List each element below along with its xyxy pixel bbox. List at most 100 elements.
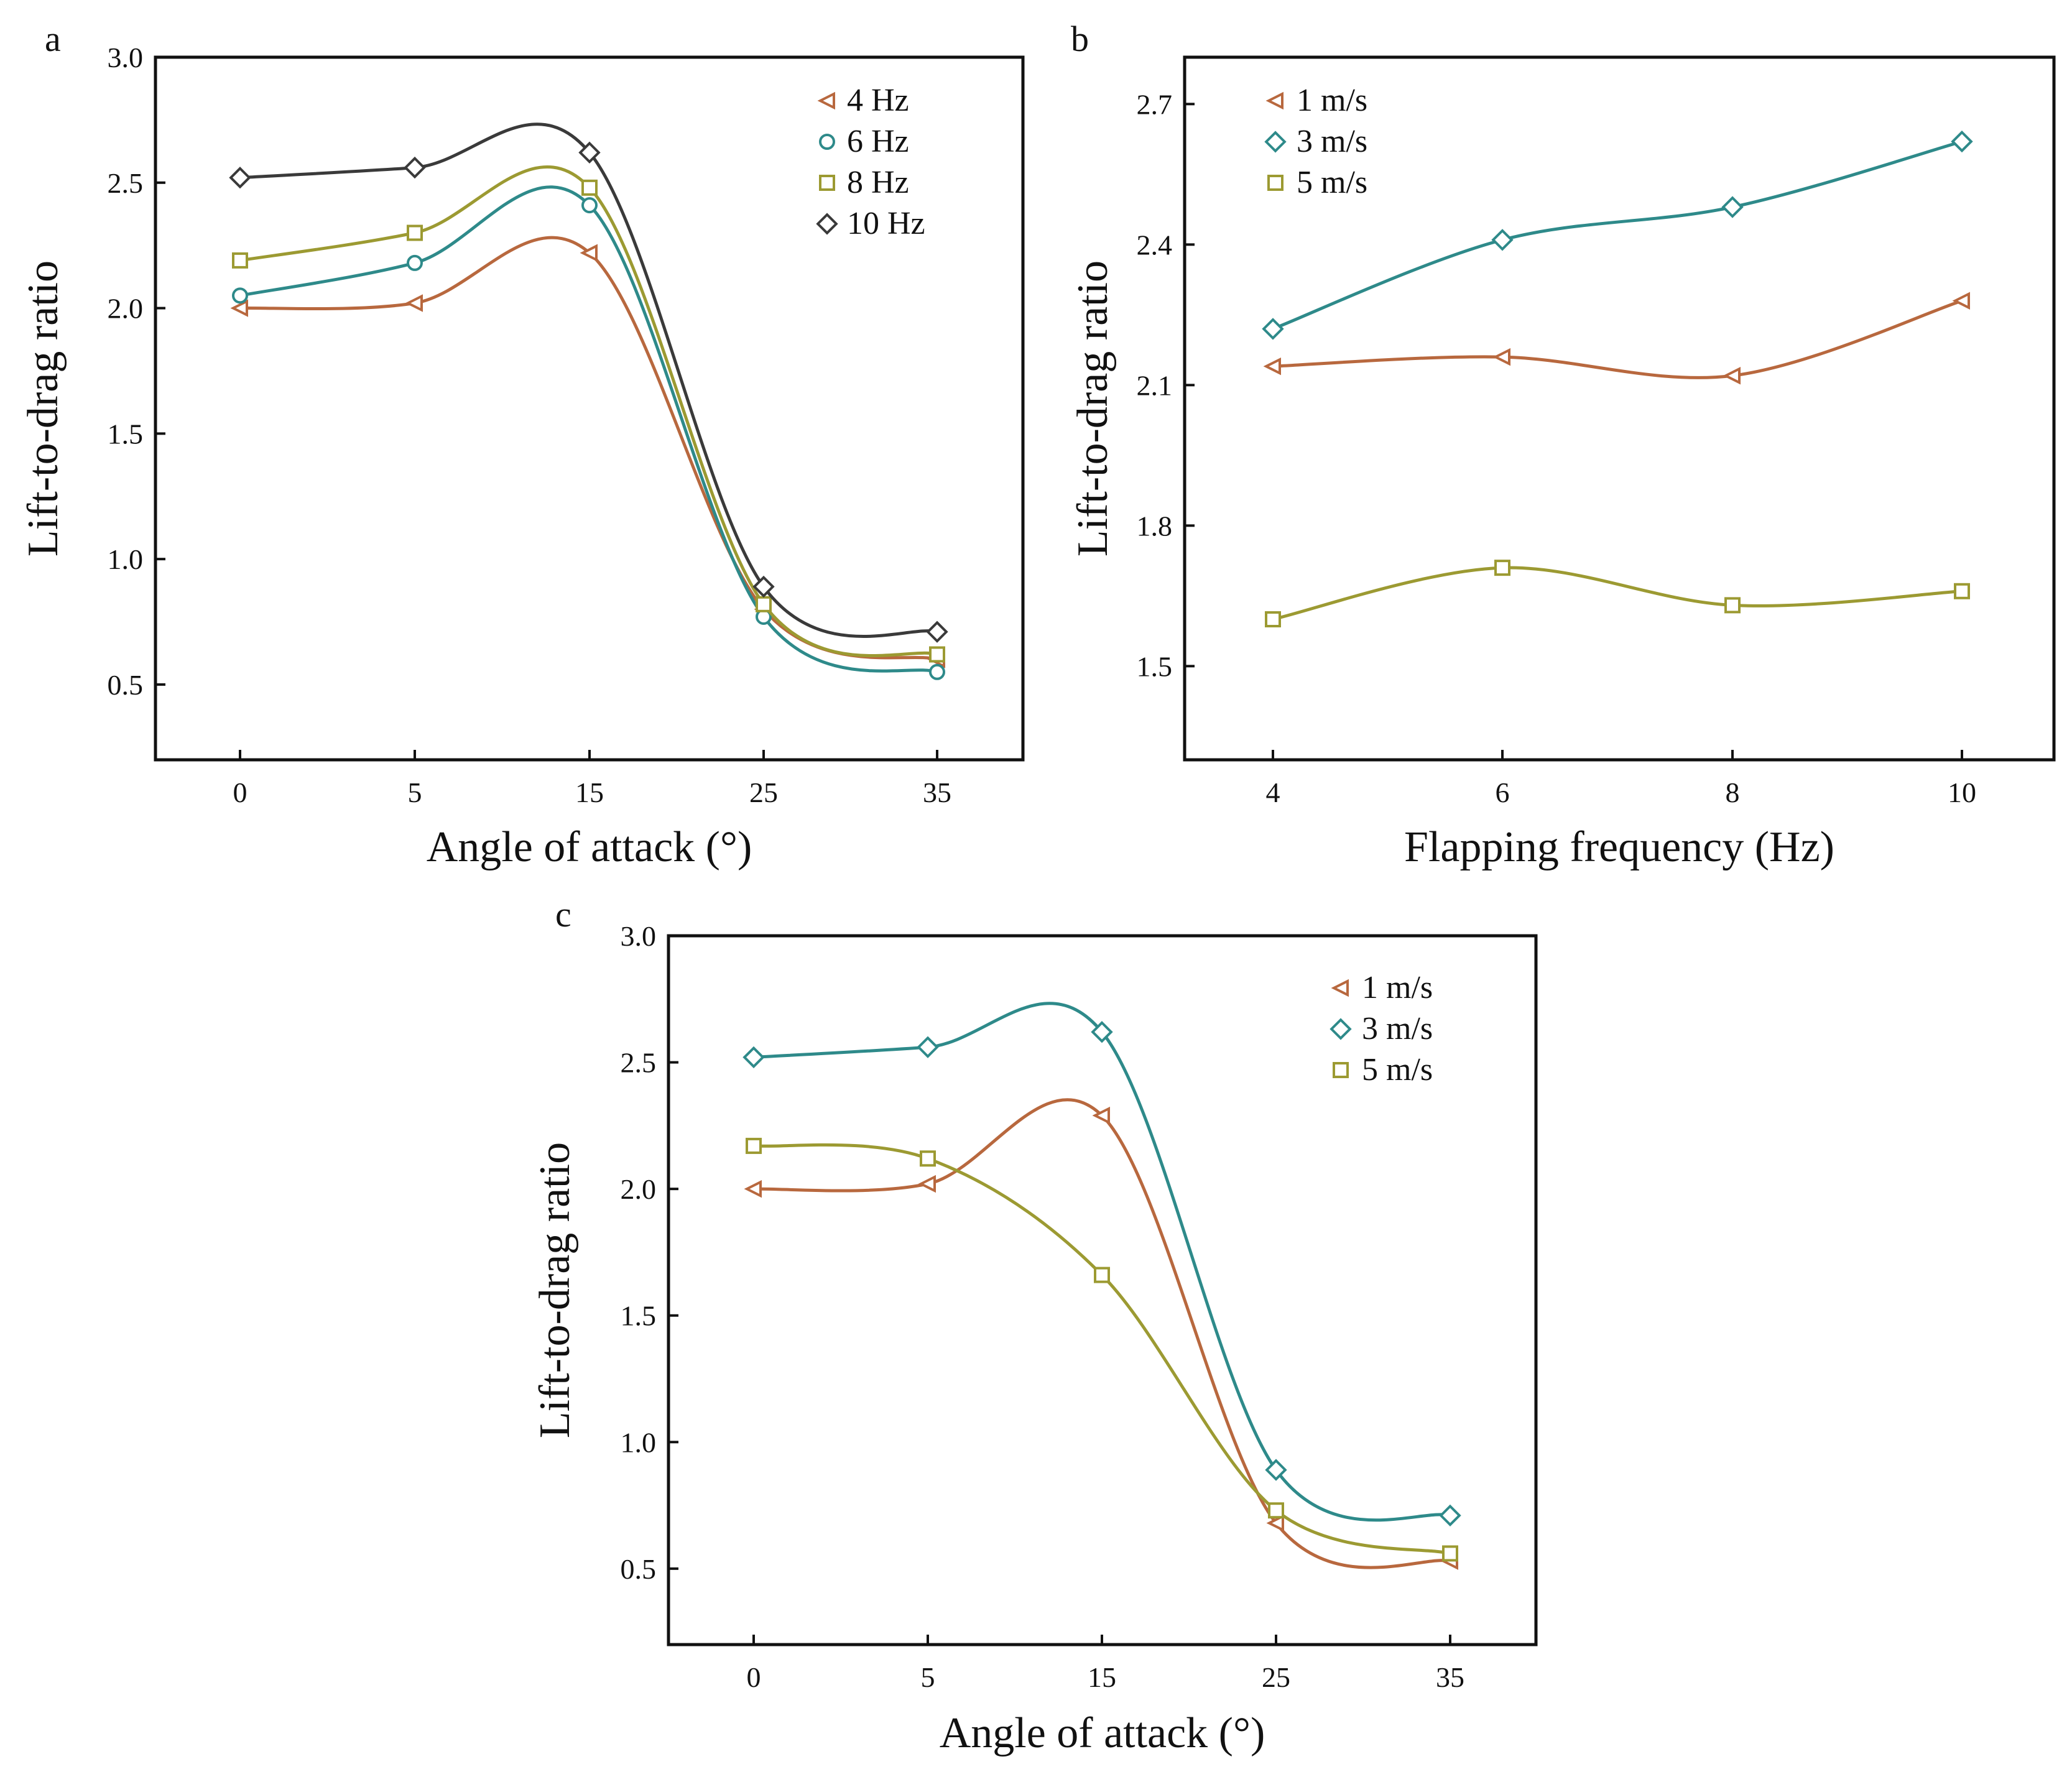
data-point-marker [1952, 292, 1970, 310]
series-line-1-m-s [1272, 299, 1963, 379]
data-point-marker [405, 294, 423, 312]
data-point-marker [756, 596, 772, 612]
series-line-3-m-s [753, 1002, 1451, 1522]
data-point-marker [1951, 130, 1973, 153]
series-line-6-hz [239, 185, 938, 674]
series-line-8-hz [239, 165, 938, 657]
data-point-marker [918, 1175, 936, 1193]
legend-label: 5 m/s [1297, 165, 1367, 200]
data-point-marker [407, 254, 423, 271]
y-tick-label: 3.0 [621, 920, 657, 952]
data-point-marker [1492, 348, 1510, 366]
x-tick-label: 15 [1088, 1661, 1116, 1693]
panel-letter-b: b [1071, 19, 1089, 59]
data-point-marker [1262, 318, 1284, 340]
legend-marker [1265, 91, 1283, 110]
panel-letter-c: c [555, 894, 571, 935]
data-point-marker [929, 663, 945, 680]
panel-c: c 0.5 1.0 1.5 2.0 2.5 3.0 0 5 15 25 35 Angle of atta… [531, 894, 1538, 1757]
x-tick-label: 35 [923, 777, 951, 808]
legend-label: 1 m/s [1297, 83, 1367, 118]
data-point-marker [1954, 583, 1970, 599]
data-point-marker [929, 646, 945, 663]
legend-label: 8 Hz [847, 165, 909, 200]
data-point-marker [1724, 597, 1741, 614]
data-point-marker [1442, 1545, 1458, 1562]
legend-marker [1331, 979, 1349, 997]
panel-b: b 1.5 1.8 2.1 2.4 2.7 4 6 8 10 Flapping frequency … [1069, 19, 2056, 871]
data-point-marker [752, 575, 775, 598]
y-tick-label: 2.1 [1137, 369, 1173, 401]
series-line-5-m-s [753, 1143, 1451, 1555]
data-point-marker [742, 1046, 765, 1069]
y-tick-label: 0.5 [621, 1553, 657, 1585]
legend-label: 3 m/s [1297, 124, 1367, 159]
y-tick-label: 1.0 [621, 1426, 657, 1458]
y-tick-label: 1.0 [108, 543, 144, 575]
data-point-marker [1265, 1459, 1287, 1481]
x-axis-title-c: Angle of attack (°) [940, 1709, 1265, 1757]
x-tick-label: 25 [1262, 1661, 1290, 1693]
series-line-5-m-s [1272, 566, 1963, 621]
legend-marker [1330, 1018, 1352, 1040]
y-tick-label: 2.4 [1137, 229, 1173, 261]
x-tick-label: 4 [1266, 777, 1280, 808]
x-tick-label: 6 [1496, 777, 1510, 808]
data-point-marker [920, 1150, 936, 1167]
y-tick-label: 2.7 [1137, 88, 1173, 120]
data-point-marker [1092, 1106, 1110, 1125]
data-point-marker [580, 244, 598, 262]
y-tick-label: 1.5 [621, 1300, 657, 1332]
legend-marker [816, 213, 838, 235]
y-tick-label: 3.0 [108, 42, 144, 73]
data-point-marker [581, 179, 598, 196]
y-tick-label: 2.0 [621, 1173, 657, 1205]
y-tick-label: 1.8 [1137, 510, 1173, 542]
series-line-10-hz [239, 122, 938, 638]
data-point-marker [917, 1036, 939, 1058]
x-tick-label: 5 [921, 1661, 935, 1693]
y-tick-label: 1.5 [1137, 650, 1173, 682]
x-tick-label: 0 [233, 777, 247, 808]
legend-marker [1267, 175, 1283, 191]
legend-marker [1264, 131, 1287, 153]
data-point-marker [232, 252, 248, 269]
legend-label: 6 Hz [847, 124, 909, 159]
data-point-marker [1094, 1267, 1110, 1283]
y-tick-label: 1.5 [108, 418, 144, 450]
x-tick-label: 0 [747, 1661, 761, 1693]
data-point-marker [1721, 196, 1744, 218]
data-point-marker [746, 1137, 762, 1154]
legend-marker [817, 91, 835, 110]
data-point-marker [1439, 1504, 1461, 1527]
data-point-marker [230, 299, 248, 317]
x-tick-label: 5 [408, 777, 422, 808]
data-point-marker [1263, 357, 1281, 376]
series-line-3-m-s [1272, 140, 1963, 331]
data-point-marker [1723, 367, 1741, 385]
data-point-marker [229, 167, 251, 189]
series-line-1-m-s [753, 1098, 1451, 1569]
x-tick-label: 15 [575, 777, 604, 808]
data-point-marker [1265, 611, 1281, 627]
data-point-marker [744, 1180, 762, 1198]
panel-letter-a: a [45, 19, 61, 59]
data-point-marker [404, 156, 426, 179]
y-axis-title-c: Lift-to-drag ratio [531, 1142, 579, 1438]
legend-marker [819, 134, 835, 150]
data-point-marker [407, 224, 423, 241]
data-point-marker [232, 287, 248, 304]
legend-label: 10 Hz [847, 206, 925, 241]
plot-frame-b [1183, 55, 2056, 762]
legend-label: 1 m/s [1362, 970, 1433, 1005]
data-point-marker [926, 621, 948, 643]
x-axis-title-a: Angle of attack (°) [427, 823, 752, 871]
y-tick-label: 0.5 [108, 669, 144, 701]
y-tick-label: 2.5 [108, 167, 144, 199]
y-axis-title-b: Lift-to-drag ratio [1069, 261, 1117, 556]
data-point-marker [578, 141, 601, 164]
data-point-marker [1494, 560, 1510, 576]
y-tick-label: 2.5 [621, 1047, 657, 1079]
data-point-marker [581, 197, 598, 214]
